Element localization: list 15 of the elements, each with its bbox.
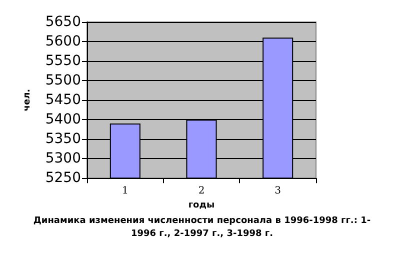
- text: Динамика изменения численности персонала в 1996-1998 гг.: 1-1996 г., 2-1997 г., 3-1998 г.: [32, 215, 372, 241]
- y-tick-label: 5500: [45, 72, 81, 89]
- x-tick-label: 2: [198, 186, 205, 197]
- y-tick-label: 5600: [45, 34, 81, 50]
- y-tick-label: 5650: [45, 14, 81, 30]
- x-axis-title: годы: [188, 200, 215, 210]
- y-tick-label: 5350: [45, 131, 81, 148]
- y-tick-label: 5450: [45, 92, 81, 108]
- y-tick-label: 5400: [45, 112, 81, 128]
- y-tick-label: 5300: [45, 150, 81, 167]
- x-tick-label: 3: [274, 186, 282, 197]
- y-tick-label: 5550: [45, 53, 81, 70]
- y-tick-label: 5250: [45, 170, 81, 186]
- y-axis-title: чел.: [22, 88, 32, 112]
- x-tick-label: 1: [122, 186, 128, 197]
